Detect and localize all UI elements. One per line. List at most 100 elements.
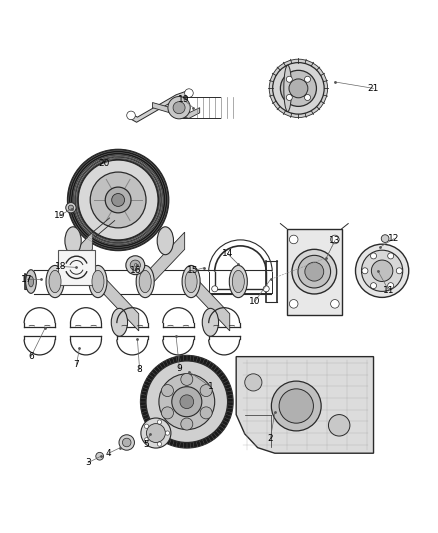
Circle shape (212, 286, 218, 292)
Circle shape (331, 235, 339, 244)
Ellipse shape (139, 270, 151, 293)
Circle shape (290, 300, 298, 308)
Ellipse shape (185, 270, 197, 293)
Polygon shape (236, 357, 374, 453)
Circle shape (162, 384, 173, 397)
Text: 3: 3 (85, 458, 91, 467)
Ellipse shape (284, 65, 292, 111)
Circle shape (272, 381, 321, 431)
Circle shape (159, 374, 215, 430)
Circle shape (289, 79, 308, 98)
Circle shape (362, 268, 368, 274)
Circle shape (127, 111, 135, 120)
Text: 13: 13 (329, 236, 341, 245)
Bar (58, 250, 95, 285)
Circle shape (305, 262, 324, 281)
Circle shape (90, 172, 146, 228)
Circle shape (145, 424, 148, 429)
Ellipse shape (26, 270, 36, 293)
Text: 17: 17 (21, 275, 32, 284)
Circle shape (286, 94, 292, 101)
Circle shape (371, 253, 377, 259)
Circle shape (66, 203, 76, 213)
Text: 7: 7 (74, 360, 79, 369)
Ellipse shape (92, 270, 104, 293)
Bar (287, 229, 342, 314)
Circle shape (173, 102, 185, 114)
Text: 20: 20 (98, 159, 110, 168)
Circle shape (96, 453, 103, 460)
Circle shape (126, 256, 145, 274)
Circle shape (245, 374, 262, 391)
Circle shape (67, 149, 169, 251)
Circle shape (119, 435, 134, 450)
Circle shape (172, 386, 202, 417)
Text: 9: 9 (177, 364, 182, 373)
Circle shape (328, 415, 350, 436)
Text: 10: 10 (249, 297, 260, 306)
Text: 19: 19 (53, 212, 65, 220)
Circle shape (105, 187, 131, 213)
Circle shape (388, 282, 394, 289)
Circle shape (157, 420, 162, 424)
Circle shape (292, 249, 337, 294)
Circle shape (298, 255, 331, 288)
Circle shape (200, 407, 212, 419)
Ellipse shape (232, 270, 244, 293)
Ellipse shape (46, 265, 64, 297)
Circle shape (381, 235, 389, 243)
Ellipse shape (49, 270, 61, 293)
Text: 11: 11 (383, 286, 394, 295)
Circle shape (286, 76, 292, 82)
Circle shape (388, 253, 394, 259)
Circle shape (263, 286, 269, 292)
Circle shape (185, 89, 193, 98)
Circle shape (166, 431, 170, 435)
Circle shape (168, 96, 190, 119)
Text: 8: 8 (137, 365, 142, 374)
Circle shape (157, 442, 162, 446)
Ellipse shape (89, 265, 107, 297)
Ellipse shape (28, 276, 34, 287)
Circle shape (200, 384, 212, 397)
Circle shape (396, 268, 402, 274)
Circle shape (146, 424, 165, 442)
Text: 14: 14 (222, 249, 233, 258)
Text: 1: 1 (208, 382, 213, 391)
Ellipse shape (136, 265, 154, 297)
Ellipse shape (230, 265, 247, 297)
Ellipse shape (111, 309, 127, 336)
Text: 18: 18 (55, 262, 67, 271)
Polygon shape (152, 102, 200, 118)
Polygon shape (146, 232, 185, 290)
Circle shape (130, 260, 141, 270)
Ellipse shape (157, 227, 173, 255)
Circle shape (371, 260, 393, 281)
Circle shape (180, 395, 194, 409)
Text: 19: 19 (178, 95, 190, 104)
Circle shape (141, 356, 233, 448)
Circle shape (304, 94, 311, 101)
Text: 15: 15 (187, 266, 198, 275)
Circle shape (181, 418, 193, 430)
Circle shape (78, 160, 158, 240)
Polygon shape (191, 273, 230, 331)
Circle shape (304, 76, 311, 82)
Circle shape (146, 361, 228, 442)
Circle shape (371, 282, 377, 289)
Circle shape (122, 438, 131, 447)
Text: 2: 2 (268, 434, 273, 443)
Circle shape (112, 193, 124, 206)
Circle shape (290, 235, 298, 244)
Ellipse shape (202, 309, 219, 336)
Circle shape (145, 438, 148, 442)
Text: 21: 21 (368, 84, 379, 93)
Text: 4: 4 (106, 449, 112, 458)
Ellipse shape (182, 265, 200, 297)
Polygon shape (129, 91, 189, 122)
Circle shape (181, 374, 193, 385)
Circle shape (141, 418, 171, 448)
Text: 16: 16 (130, 266, 141, 275)
Circle shape (162, 407, 173, 419)
Circle shape (356, 244, 409, 297)
